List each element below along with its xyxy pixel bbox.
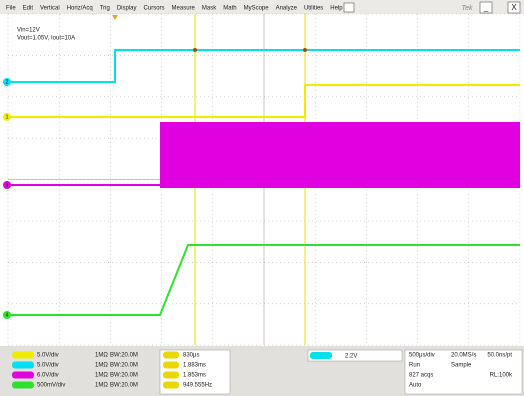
- menu-item[interactable]: Vertical: [40, 6, 60, 12]
- trigger-position: [112, 15, 118, 20]
- menu-item[interactable]: Display: [117, 6, 137, 12]
- menu-item[interactable]: Utilities: [304, 6, 323, 12]
- horizontal-setting: 50.0ns/pt: [487, 353, 512, 359]
- channel-badge: [12, 371, 34, 379]
- horizontal-setting: 500μs/div: [409, 353, 435, 359]
- channel-marker: [3, 113, 11, 121]
- channel-marker-label: 2: [6, 79, 9, 85]
- channel-scale: 5.0V/div: [37, 353, 59, 359]
- menu-item[interactable]: Help: [330, 6, 343, 12]
- channel-scale: 5.0V/div: [37, 363, 59, 369]
- menu-item[interactable]: Trig: [100, 6, 110, 12]
- menu-dropdown[interactable]: [343, 2, 355, 13]
- trace-ch3-switching: [160, 122, 520, 188]
- cursor-point: [193, 48, 197, 52]
- channel-badge: [12, 361, 34, 369]
- measurement-badge: [163, 361, 179, 369]
- trace-ch1: [8, 84, 520, 118]
- channel-marker-label: 1: [6, 114, 9, 120]
- cursor-point: [303, 48, 307, 52]
- channel-impedance: 1MΩ: [95, 363, 108, 369]
- menu-item[interactable]: File: [6, 6, 16, 12]
- channel-impedance: 1MΩ: [95, 383, 108, 389]
- brand: Tek: [461, 5, 473, 12]
- menu-item[interactable]: Mask: [202, 6, 217, 12]
- menu-item[interactable]: MyScope: [244, 6, 270, 12]
- menu-item[interactable]: Edit: [23, 6, 34, 12]
- horizontal-box: [404, 349, 523, 395]
- horizontal-setting: Run: [409, 363, 420, 369]
- measurement-value: 1.853ms: [183, 373, 206, 379]
- menu-item[interactable]: Cursors: [144, 6, 165, 12]
- menu-bar: [0, 0, 524, 14]
- close-button[interactable]: [507, 1, 521, 14]
- trigger-box: [307, 349, 403, 362]
- channel-impedance: 1MΩ: [95, 353, 108, 359]
- measurement-badge: [163, 351, 179, 359]
- minimize-icon: _: [483, 3, 489, 12]
- channel-bandwidth: BW:20.0M: [110, 353, 138, 359]
- channel-bandwidth: BW:20.0M: [110, 383, 138, 389]
- trace-ch2: [8, 49, 520, 83]
- measurement-badge: [163, 381, 179, 389]
- trigger-source: [310, 352, 332, 359]
- channel-impedance: 1MΩ: [95, 373, 108, 379]
- trace-ch4: [8, 244, 520, 316]
- channel-marker: [3, 78, 11, 86]
- channel-scale: 6.0V/div: [37, 373, 59, 379]
- annotation: Vout=1.05V, Iout=10A: [17, 36, 75, 42]
- measurement-value: 949.555Hz: [183, 383, 212, 389]
- horizontal-setting: Auto: [409, 383, 422, 389]
- horizontal-setting: 20.0MS/s: [451, 353, 476, 359]
- measurement-value: 1.883ms: [183, 363, 206, 369]
- trigger-level: 2.2V: [345, 354, 357, 360]
- annotation: Vin=12V: [17, 28, 40, 34]
- channel-marker-label: 4: [6, 312, 9, 318]
- channel-badge: [12, 381, 34, 389]
- channel-marker-label: 3: [6, 182, 9, 188]
- horizontal-setting: Sample: [451, 363, 472, 369]
- close-icon: X: [511, 3, 517, 12]
- menu-item[interactable]: Horiz/Acq: [67, 6, 93, 12]
- channel-marker: [3, 311, 11, 319]
- measurement-value: 830μs: [183, 353, 199, 359]
- minimize-button[interactable]: [479, 1, 493, 14]
- horizontal-setting: 827 acqs: [409, 373, 433, 379]
- channel-scale: 500mV/div: [37, 383, 65, 389]
- horizontal-setting: RL:100k: [490, 373, 513, 379]
- channel-bandwidth: BW:20.0M: [110, 373, 138, 379]
- measurement-badge: [163, 371, 179, 379]
- channel-badge: [12, 351, 34, 359]
- menu-item[interactable]: Math: [223, 6, 236, 12]
- menu-item[interactable]: Analyze: [276, 6, 298, 12]
- menu-item[interactable]: Measure: [172, 6, 196, 12]
- channel-marker: [3, 181, 11, 189]
- channel-bandwidth: BW:20.0M: [110, 363, 138, 369]
